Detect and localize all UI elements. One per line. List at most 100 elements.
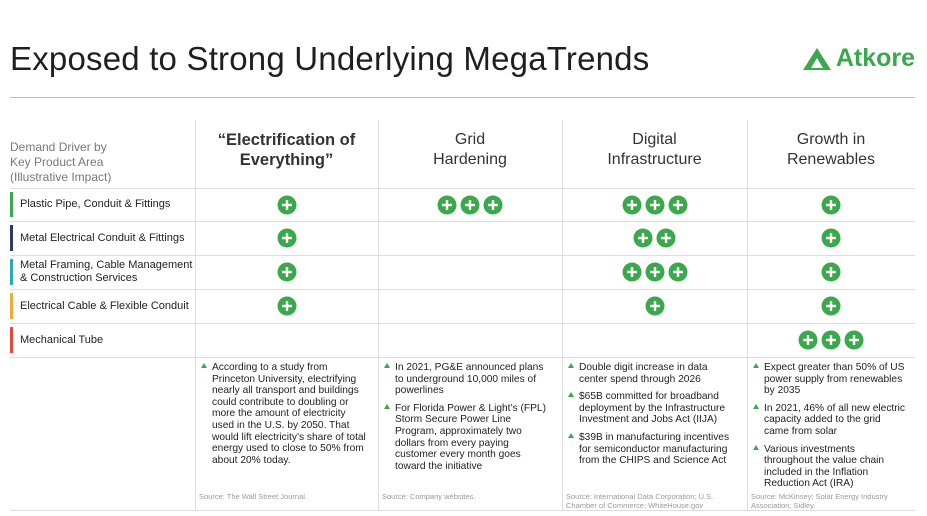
row-header-line: Demand Driver by: [10, 140, 107, 154]
impact-icon: [821, 296, 841, 316]
impact-icon: [622, 262, 641, 282]
impact-icon: [821, 262, 841, 282]
column-header-line: Grid: [454, 131, 486, 148]
impact-cell: [195, 255, 378, 289]
bullet: Various investments throughout the value…: [751, 444, 905, 490]
row-header-line: Key Product Area: [10, 155, 104, 169]
row-divider: [10, 510, 915, 511]
impact-cell: [378, 188, 562, 221]
impact-icon: [656, 228, 676, 248]
divider: [10, 97, 915, 98]
notes: Double digit increase in data center spe…: [566, 362, 737, 473]
source: Source: McKinsey; Solar Energy Industry …: [751, 492, 888, 510]
source: Source: The Wall Street Journal.: [199, 492, 307, 501]
impact-cell: [195, 289, 378, 323]
impact-icon: [277, 228, 296, 248]
row-color-bar: [10, 225, 13, 251]
column-divider: [195, 120, 196, 510]
row-label: Metal Electrical Conduit & Fittings: [20, 231, 185, 244]
impact-icon: [821, 330, 841, 350]
impact-cell: [562, 188, 747, 221]
impact-icon: [437, 195, 457, 214]
column-header-line: Growth in: [796, 131, 866, 148]
row-label: Electrical Cable & Flexible Conduit: [20, 299, 189, 312]
row-divider: [10, 289, 915, 290]
impact-cell: [195, 188, 378, 221]
column-header-line: Infrastructure: [607, 151, 702, 168]
impact-icon: [277, 262, 296, 282]
column-header: Digital Infrastructure: [562, 130, 747, 170]
logo: Atkore: [802, 44, 915, 73]
row-label: Plastic Pipe, Conduit & Fittings: [20, 198, 171, 210]
row-divider: [10, 323, 915, 324]
column-header-line: “Electrification of: [217, 131, 356, 149]
impact-cell: [378, 255, 562, 289]
bullet: In 2021, PG&E announced plans to undergr…: [382, 362, 552, 397]
row-divider: [10, 255, 915, 256]
impact-icon: [645, 296, 664, 316]
impact-cell: [195, 323, 378, 357]
impact-icon: [798, 330, 818, 350]
impact-icon: [668, 195, 687, 214]
impact-icon: [460, 195, 480, 214]
bullet: Double digit increase in data center spe…: [566, 362, 737, 385]
row-header-line: (Illustrative Impact): [10, 170, 112, 184]
impact-cell: [747, 289, 915, 323]
impact-icon: [645, 195, 664, 214]
row-label: Metal Framing, Cable Management & Constr…: [20, 259, 193, 284]
logo-mark: [802, 47, 831, 70]
bullet: $65B committed for broadband deployment …: [566, 391, 737, 426]
row-color-bar: [10, 327, 13, 353]
impact-cell: [747, 188, 915, 221]
impact-cell: [562, 289, 747, 323]
impact-icon: [277, 296, 296, 316]
column-header: Growth in Renewables: [747, 130, 915, 170]
impact-icon: [633, 228, 653, 248]
impact-icon: [844, 330, 864, 350]
impact-cell: [378, 221, 562, 255]
impact-cell: [378, 323, 562, 357]
row-divider: [10, 188, 915, 189]
impact-cell: [747, 255, 915, 289]
column-divider: [378, 120, 379, 510]
source: Source: Company websites.: [382, 492, 476, 501]
notes: According to a study from Princeton Univ…: [199, 362, 368, 472]
impact-cell: [195, 221, 378, 255]
row-color-bar: [10, 293, 13, 319]
column-header-line: Everything”: [239, 151, 334, 169]
impact-cell: [747, 323, 915, 357]
column-header-line: Hardening: [433, 151, 507, 168]
row-color-bar: [10, 259, 13, 285]
impact-cell: [562, 221, 747, 255]
notes: In 2021, PG&E announced plans to undergr…: [382, 362, 552, 478]
row-divider: [10, 221, 915, 222]
column-header-line: Digital: [632, 131, 677, 148]
column-divider: [747, 120, 748, 510]
impact-icon: [821, 228, 841, 248]
impact-icon: [622, 195, 641, 214]
row-label: Mechanical Tube: [20, 333, 104, 346]
impact-cell: [378, 289, 562, 323]
impact-cell: [562, 255, 747, 289]
column-header: Grid Hardening: [378, 130, 562, 170]
bullet: For Florida Power & Light’s (FPL) Storm …: [382, 403, 552, 473]
row-header: Demand Driver by Key Product Area (Illustr…: [10, 140, 111, 185]
impact-icon: [277, 195, 296, 214]
source: Source: International Data Corporation; …: [566, 492, 714, 510]
logo-text: Atkore: [835, 44, 915, 72]
row-divider: [10, 357, 915, 358]
title: Exposed to Strong Underlying MegaTrends: [10, 40, 650, 77]
impact-icon: [668, 262, 687, 282]
impact-cell: [747, 221, 915, 255]
bullet: Expect greater than 50% of US power supp…: [751, 362, 905, 397]
notes: Expect greater than 50% of US power supp…: [751, 362, 905, 496]
impact-icon: [645, 262, 664, 282]
column-header: “Electrification of Everything”: [195, 130, 378, 170]
impact-icon: [483, 195, 503, 214]
impact-cell: [562, 323, 747, 357]
bullet: According to a study from Princeton Univ…: [199, 362, 368, 466]
bullet: $39B in manufacturing incentives for sem…: [566, 432, 737, 467]
bullet: In 2021, 46% of all new electric capacit…: [751, 403, 905, 438]
column-divider: [562, 120, 563, 510]
